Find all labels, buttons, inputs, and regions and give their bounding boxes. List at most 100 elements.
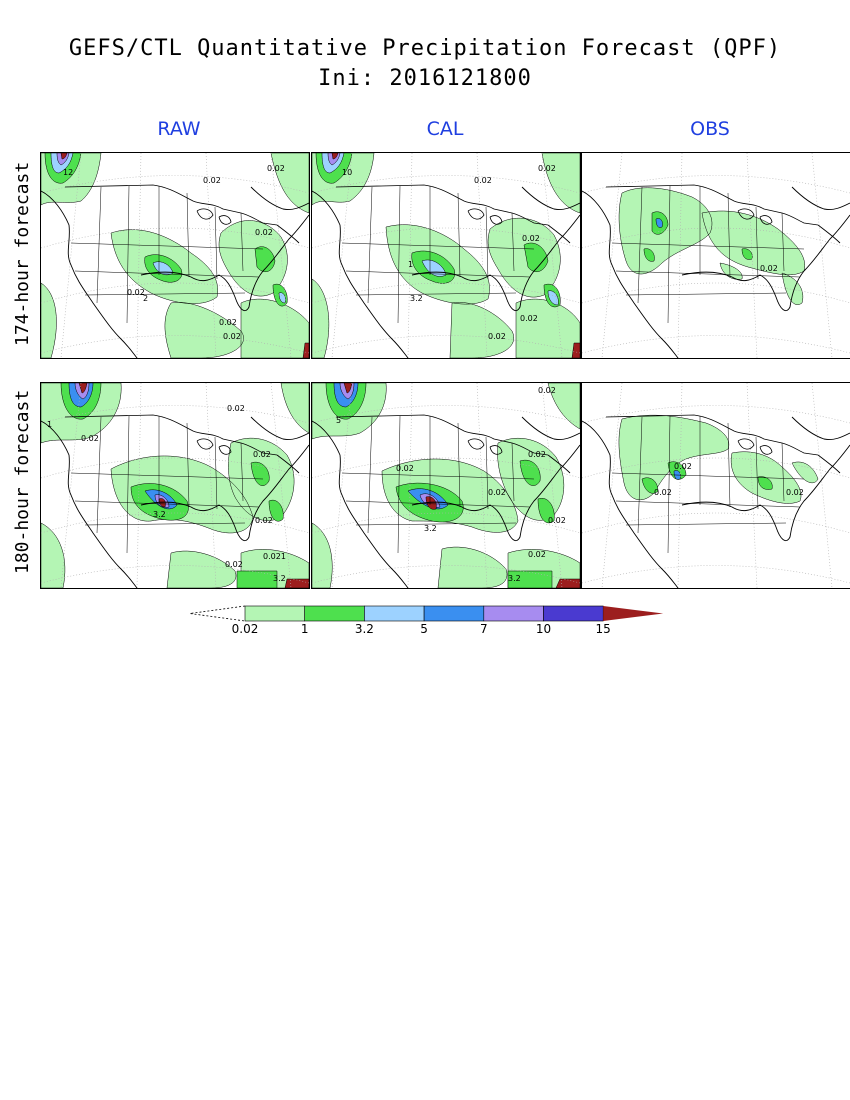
precip-region-6 [331, 153, 580, 358]
map-panel-180h-raw: 1 0.02 0.02 0.02 0.02 3.2 0.02 0.021 3.2 [40, 382, 310, 589]
graticule-line [331, 383, 353, 588]
graticule-line [407, 153, 413, 358]
coastline [41, 186, 309, 358]
graticule-line [601, 153, 623, 358]
panel-background [582, 153, 850, 358]
state-boundary [611, 472, 805, 480]
contour-label: 0.02 [253, 450, 271, 459]
contour-label: 1 [408, 260, 413, 269]
precip-region-1 [643, 211, 753, 262]
graticule-line [312, 335, 580, 354]
contour-label: 0.02 [396, 464, 414, 473]
graticule-line [677, 383, 683, 588]
contour-label: 0.02 [267, 164, 285, 173]
colorbar-bin [423, 605, 485, 622]
graticule-line [312, 512, 580, 534]
great-lakes [467, 438, 503, 455]
state-boundary [214, 206, 218, 280]
graticule-line [811, 383, 833, 588]
contour-label: 0.02 [760, 264, 778, 273]
great-lakes [737, 208, 773, 225]
state-boundary [485, 206, 489, 280]
graticule-line [677, 153, 683, 358]
contour-label: 0.02 [225, 560, 243, 569]
state-boundary [355, 292, 517, 296]
national-border [605, 414, 819, 456]
contour-label: 0.02 [674, 462, 692, 471]
great-lakes [196, 438, 232, 455]
map-panel-174h-cal: 10 0.02 0.02 0.02 1 3.2 0.02 0.02 [311, 152, 581, 359]
great-lakes [467, 208, 503, 225]
graticule-line [312, 405, 580, 424]
graticule-line [41, 512, 309, 534]
graticule-line [312, 457, 580, 479]
row-header-180h: 180-hour forecast [12, 389, 33, 574]
state-boundary [96, 186, 102, 304]
state-boundary [341, 472, 535, 480]
figure-subtitle: Ini: 2016121800 [318, 66, 532, 91]
graticule-line [601, 383, 623, 588]
state-boundary [345, 500, 531, 508]
state-boundary [74, 270, 260, 278]
colorbar-bin [244, 605, 306, 622]
graticule-line [582, 227, 850, 249]
graticule-line [582, 335, 850, 354]
state-boundary [397, 415, 401, 554]
national-border [64, 414, 278, 456]
colorbar: 0.02 1 3.2 5 7 10 15 [189, 605, 664, 636]
national-border [335, 184, 549, 226]
contour-label: 0.021 [263, 552, 286, 561]
contour-label: 0.02 [528, 550, 546, 559]
contour-label: 0.02 [255, 228, 273, 237]
graticule-line [476, 153, 488, 358]
contour-label: 0.02 [786, 488, 804, 497]
precip-region-4 [74, 383, 170, 508]
state-boundary [96, 416, 102, 534]
graticule-line [541, 383, 563, 588]
contour-label: 0.02 [81, 434, 99, 443]
colorbar-bin [304, 605, 365, 622]
graticule-line [270, 383, 292, 588]
state-boundary [781, 442, 785, 502]
figure-title: GEFS/CTL Quantitative Precipitation Fore… [68, 36, 782, 61]
colorbar-level-label: 15 [596, 622, 611, 636]
contour-label: 0.02 [488, 332, 506, 341]
state-boundary [70, 242, 264, 250]
state-boundary [511, 442, 515, 502]
contour-label: 0.02 [255, 516, 273, 525]
state-boundary [84, 522, 246, 526]
graticule-line [136, 153, 142, 358]
colorbar-bin [364, 605, 425, 622]
state-boundary [611, 242, 805, 250]
state-boundary [84, 292, 246, 296]
graticule-line [205, 153, 217, 358]
contour-label: 0.02 [522, 234, 540, 243]
colorbar-level-label: 7 [480, 622, 488, 636]
contour-label: 0.02 [538, 164, 556, 173]
state-boundary [511, 212, 515, 272]
graticule-line [41, 405, 309, 424]
contour-label: 5 [336, 416, 341, 425]
precip-region-2 [321, 153, 559, 306]
contour-label: 0.02 [127, 288, 145, 297]
contour-label: 0.02 [538, 386, 556, 395]
contour-label: 0.02 [227, 404, 245, 413]
graticule-line [582, 175, 850, 194]
state-boundary [186, 422, 190, 508]
state-boundary [240, 442, 244, 502]
contour-label: 0.02 [488, 488, 506, 497]
great-lakes [196, 208, 232, 225]
state-boundary [367, 186, 373, 304]
graticule-line [41, 457, 309, 479]
colorbar-level-label: 10 [536, 622, 551, 636]
coastline [312, 186, 580, 358]
state-boundary [667, 185, 671, 324]
contour-label: 0.02 [548, 516, 566, 525]
contour-label: 0.02 [219, 318, 237, 327]
contour-label: 1 [47, 420, 52, 429]
contour-label: 3.2 [153, 510, 166, 519]
state-boundary [367, 416, 373, 534]
map-panel-180h-cal: 5 0.02 0.02 0.02 0.02 3.2 0.02 0.02 3.2 [311, 382, 581, 589]
state-boundary [214, 436, 218, 510]
state-boundary [240, 212, 244, 272]
